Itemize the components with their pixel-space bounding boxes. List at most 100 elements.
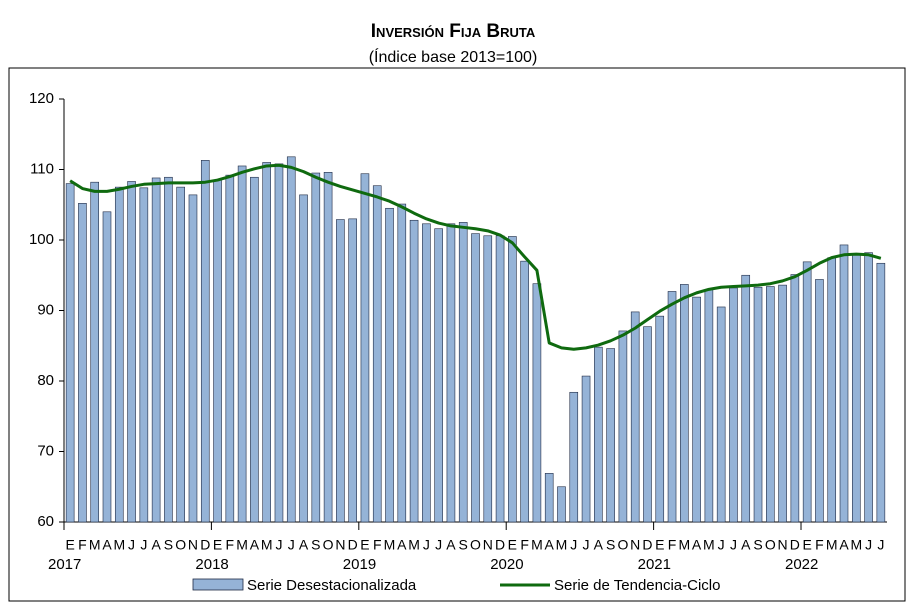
x-tick-label: J [877, 537, 884, 553]
x-tick-label: S [753, 537, 762, 553]
legend-label: Serie Desestacionalizada [247, 577, 417, 594]
bar [446, 223, 456, 523]
y-tick-label: 60 [37, 513, 54, 530]
y-tick-label: 70 [37, 442, 54, 459]
bar [188, 194, 198, 523]
x-tick-label: E [65, 537, 74, 553]
x-tick-label: J [730, 537, 737, 553]
y-tick-label: 80 [37, 372, 54, 389]
bar [802, 261, 812, 523]
x-tick-label: J [435, 537, 442, 553]
x-tick-label: A [299, 537, 309, 553]
x-tick-label: A [250, 537, 260, 553]
x-tick-label: O [323, 537, 334, 553]
x-tick-label: D [348, 537, 358, 553]
bar [458, 222, 468, 523]
x-tick-label: J [865, 537, 872, 553]
bar [360, 173, 370, 523]
bar [827, 257, 837, 523]
x-tick-label: N [335, 537, 345, 553]
x-tick-label: E [655, 537, 664, 553]
bar [65, 183, 75, 523]
legend-swatch [192, 578, 244, 591]
year-label: 2020 [490, 556, 523, 573]
x-tick-label: A [151, 537, 161, 553]
year-label: 2019 [343, 556, 376, 573]
bar [483, 235, 493, 523]
x-tick-label: O [617, 537, 628, 553]
bar [409, 219, 419, 523]
x-tick-label: M [408, 537, 420, 553]
bar [286, 156, 296, 523]
bar [385, 207, 394, 523]
bar [348, 218, 357, 523]
x-tick-label: S [311, 537, 320, 553]
bar [520, 260, 529, 523]
bar [213, 179, 222, 523]
bar [680, 284, 689, 523]
x-tick-label: J [288, 537, 295, 553]
bar [655, 315, 665, 523]
bar [790, 274, 800, 523]
bar [839, 244, 849, 523]
bar [606, 348, 615, 523]
bar [397, 203, 407, 523]
bar [434, 228, 443, 523]
bar [274, 163, 284, 523]
x-tick-label: M [703, 537, 715, 553]
bar [102, 211, 112, 523]
x-tick-label: A [102, 537, 112, 553]
bar [569, 391, 579, 523]
bar [78, 203, 87, 523]
x-tick-label: F [668, 537, 677, 553]
bar [311, 172, 321, 523]
bar [729, 287, 738, 523]
x-tick-label: M [384, 537, 396, 553]
x-tick-label: D [200, 537, 210, 553]
x-tick-label: J [570, 537, 577, 553]
x-tick-label: M [678, 537, 690, 553]
bar [114, 186, 124, 523]
bar [667, 291, 677, 523]
x-tick-label: D [642, 537, 652, 553]
bar [323, 172, 333, 523]
y-tick-label: 90 [37, 301, 54, 318]
bar [336, 219, 345, 523]
x-tick-label: M [850, 537, 862, 553]
bar [766, 286, 775, 523]
bar [164, 176, 173, 523]
x-tick-label: E [508, 537, 517, 553]
x-tick-label: F [373, 537, 382, 553]
bar [151, 177, 161, 523]
bar [372, 185, 382, 523]
x-tick-label: F [78, 537, 87, 553]
bar [422, 223, 431, 523]
bar [495, 235, 505, 523]
x-tick-label: J [583, 537, 590, 553]
x-tick-label: A [839, 537, 849, 553]
bar [741, 274, 751, 523]
bar [704, 289, 714, 523]
x-tick-label: D [495, 537, 505, 553]
x-tick-label: E [213, 537, 222, 553]
x-tick-label: E [802, 537, 811, 553]
y-tick-label: 100 [29, 231, 54, 248]
bar [237, 165, 247, 523]
bar [643, 326, 652, 523]
x-tick-label: J [128, 537, 135, 553]
bar [753, 286, 763, 523]
bar [716, 306, 726, 523]
bar [864, 252, 873, 523]
x-tick-label: N [188, 537, 198, 553]
bar [200, 160, 210, 523]
bar [618, 330, 628, 523]
x-tick-label: M [113, 537, 125, 553]
bar [581, 375, 591, 523]
x-tick-label: S [164, 537, 173, 553]
x-tick-label: M [236, 537, 248, 553]
x-tick-label: O [765, 537, 776, 553]
chart-subtitle: (Índice base 2013=100) [369, 47, 538, 66]
x-tick-label: A [446, 537, 456, 553]
x-tick-label: M [826, 537, 838, 553]
